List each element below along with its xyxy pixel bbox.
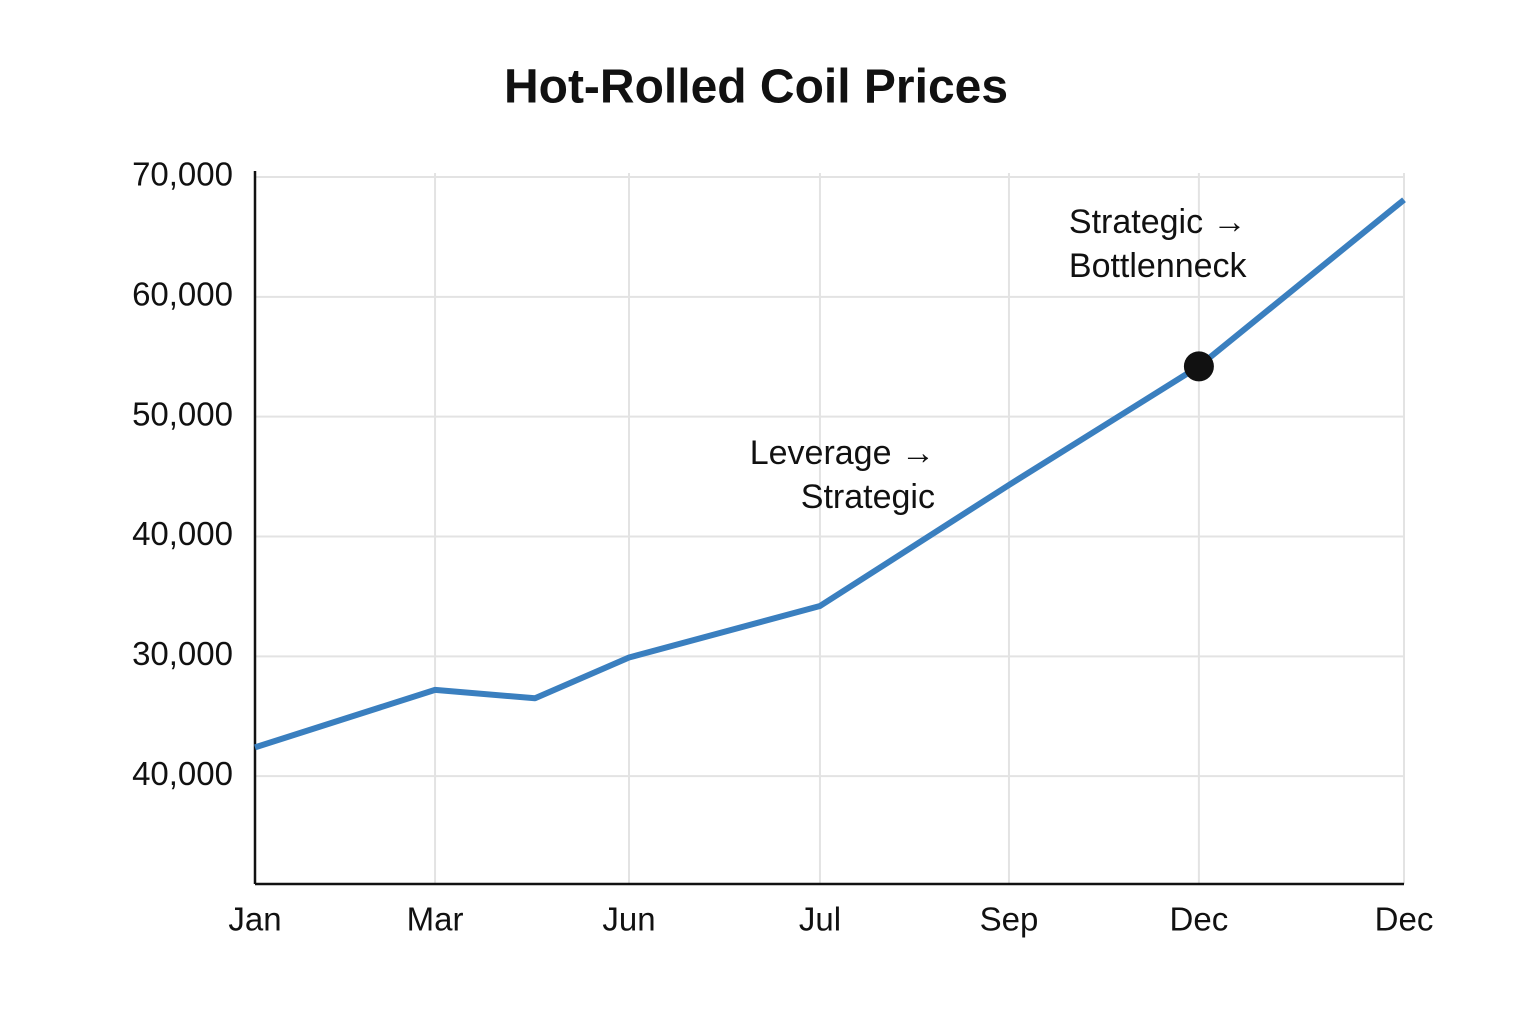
y-tick-label: 40,000 [132,755,233,792]
annotation: Strategic → [1069,203,1247,241]
annotation: Strategic [801,478,935,516]
y-tick-label: 40,000 [132,515,233,552]
chart-title: Hot-Rolled Coil Prices [504,61,1008,114]
x-tick-label: Jun [602,901,655,938]
y-tick-label: 70,000 [132,156,233,193]
x-tick-label: Jan [228,901,281,938]
annotation: Bottlenneck [1069,247,1248,285]
x-tick-label: Mar [407,901,464,938]
x-tick-label: Sep [980,901,1039,938]
y-tick-label: 60,000 [132,276,233,313]
y-tick-label: 30,000 [132,635,233,672]
x-tick-label: Dec [1170,901,1229,938]
highlight-point [1183,351,1214,382]
annotation: Leverage → [750,434,935,472]
x-tick-label: Dec [1375,901,1434,938]
x-tick-label: Jul [799,901,841,938]
line [254,197,1406,751]
y-tick-label: 50,000 [132,395,233,432]
